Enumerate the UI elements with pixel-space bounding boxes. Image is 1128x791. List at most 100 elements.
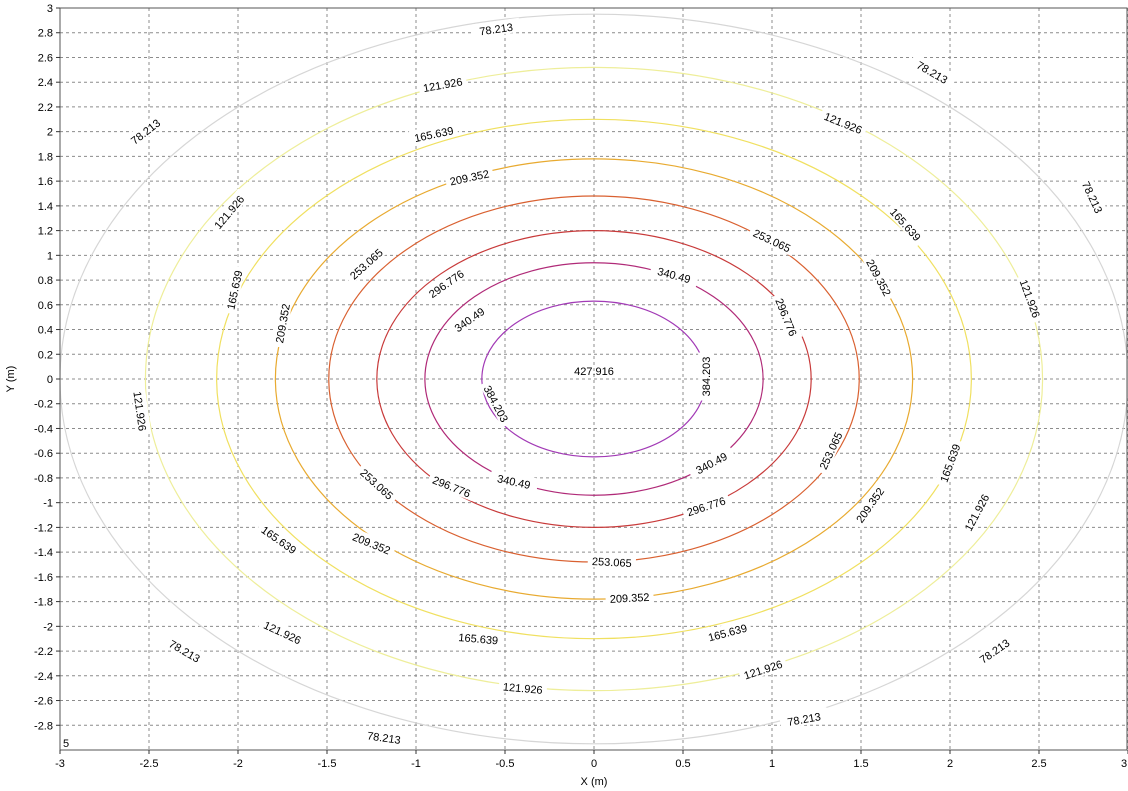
contour-label-bg [698,352,713,401]
contour-label-bg [445,299,493,339]
x-tick-label: 0.5 [675,758,690,770]
x-tick-label: 2.5 [1031,758,1046,770]
contour-label-group: 165.639 [453,628,503,647]
contour-label-bg [779,707,829,730]
x-tick-label: 0 [591,758,597,770]
contour-level-label: 121.926 [130,391,147,432]
contour-label-group: 121.926 [207,188,250,235]
y-tick-label: 0 [47,374,53,386]
y-tick-label: 1.8 [38,151,53,163]
contour-label-bg [221,264,246,315]
y-tick-label: -1.4 [34,547,53,559]
y-tick-label: -0.2 [34,399,53,411]
contour-label-bg [649,261,700,288]
x-tick-label: -3 [55,758,65,770]
contour-label-bg [471,17,521,39]
contour-label-group: 340.49 [649,261,700,288]
y-tick-label: -2 [43,621,53,633]
contour-label-group: 121.926 [417,72,468,95]
contour-label-group: 78.213 [471,17,521,39]
contour-label-bg [270,298,293,349]
x-tick-label: 2 [947,758,953,770]
contour-label-bg [1076,172,1110,222]
contour-label-group: 384.203 [479,378,515,428]
x-tick-label: -1 [411,758,421,770]
contour-label-bg [884,201,928,247]
contour-label-bg [479,378,515,428]
contour-level-label: 340.49 [656,266,692,286]
x-axis-title: X (m) [581,776,608,788]
contour-label-group: 209.352 [444,164,495,189]
contour-label-group: 253.065 [587,552,637,570]
contour-label-group: 296.776 [680,491,731,520]
contour-label-group: 121.926 [258,615,308,649]
contour-label-bg [970,630,1018,670]
contour-label-bg [354,462,401,505]
x-tick-label: -1.5 [318,758,337,770]
contour-label-bg [121,110,169,152]
contour-label-bg [587,552,637,570]
x-tick-label: 1 [769,758,775,770]
x-tick-label: -2.5 [140,758,159,770]
x-tick-label: 3 [1121,758,1127,770]
y-tick-label: -0.8 [34,473,53,485]
y-tick-label: 0.4 [38,325,53,337]
contour-line [216,118,972,640]
y-tick-label: 2.4 [38,77,53,89]
contour-label-bg [453,628,503,647]
contour-line [376,230,812,528]
y-tick-label: -1.8 [34,597,53,609]
y-tick-label: 2.2 [38,102,53,114]
y-tick-label: 0.6 [38,300,53,312]
contour-label-group: 78.213 [1076,172,1110,222]
contour-label-bg [747,223,798,257]
contour-label-group: 121.926 [958,487,994,537]
contour-level-label: 384.203 [701,357,713,397]
y-tick-label: 3 [47,3,53,15]
contour-level-label: 121.926 [502,681,543,696]
contour-label-group: 165.639 [255,519,304,559]
corner-label: 5 [63,738,69,750]
y-tick-label: -1.2 [34,522,53,534]
contour-label-group: 165.639 [934,437,964,488]
contour-label-bg [498,678,548,697]
contour-level-label: 209.352 [863,258,892,299]
contour-lines [60,13,1128,745]
contour-level-label: 78.213 [366,730,401,747]
contour-label-bg [359,726,409,747]
y-tick-label: 2 [47,127,53,139]
contour-label-group: 340.49 [686,444,736,480]
contour-label-group: 253.065 [342,241,389,285]
contour-label-group: 121.926 [737,654,788,683]
contour-label-bg [346,527,397,559]
contour-label-group: 253.065 [813,425,847,476]
contour-label-bg [771,291,803,342]
contour-label-group: 78.213 [779,707,829,730]
y-tick-label: 1.6 [38,176,53,188]
contour-label-group: 296.776 [427,470,477,502]
y-tick-label: 1 [47,250,53,262]
y-tick-label: 2.8 [38,28,53,40]
contour-label-bg [160,632,210,669]
contour-label-bg [444,164,495,189]
contour-label-group: 296.776 [422,263,470,303]
contour-level-label: 165.639 [458,632,499,647]
contour-level-label: 121.926 [963,493,992,534]
contour-label-bg [258,615,308,649]
axis-ticks: -3 -2.5 -2 -1.5 -1 -0.5 0 0.5 1 1.5 2 2.5 3 3 2.8 2.6 2.… [34,3,1128,770]
contour-label-bg [130,386,152,436]
contour-label-group: 253.065 [354,462,401,505]
x-tick-label: -2 [233,758,243,770]
contour-label-group: 209.352 [346,527,397,559]
contour-label-bg [862,252,898,302]
contour-label-bg [422,263,470,303]
contour-level-label: 165.639 [413,125,454,145]
contour-label-bg [408,121,459,145]
contour-label-bg [818,106,869,138]
contour-label-group: 209.352 [605,588,654,606]
contour-label-group: 165.639 [702,618,753,645]
contour-label-bg [702,618,753,645]
y-tick-label: -2.8 [34,720,53,732]
y-tick-label: -1 [43,498,53,510]
